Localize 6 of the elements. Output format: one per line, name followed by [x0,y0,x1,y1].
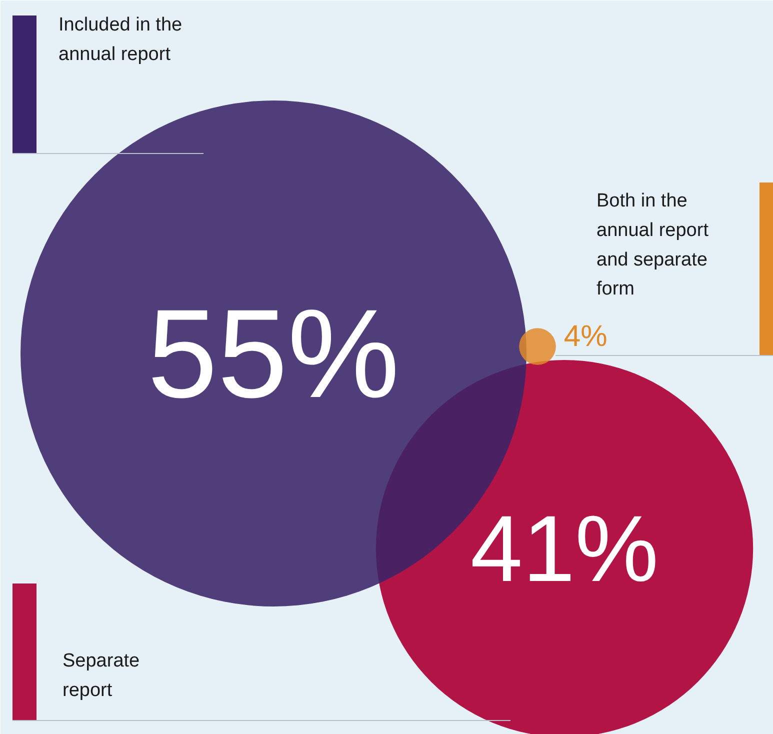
category-label: Separate report [62,650,140,701]
category-label: Included in the annual report [58,14,182,65]
data-label: 41% [470,496,659,601]
category-label: Both in the annual report and separate form [596,190,710,300]
data-label: 55% [147,283,400,424]
data-label: 4% [564,320,608,353]
